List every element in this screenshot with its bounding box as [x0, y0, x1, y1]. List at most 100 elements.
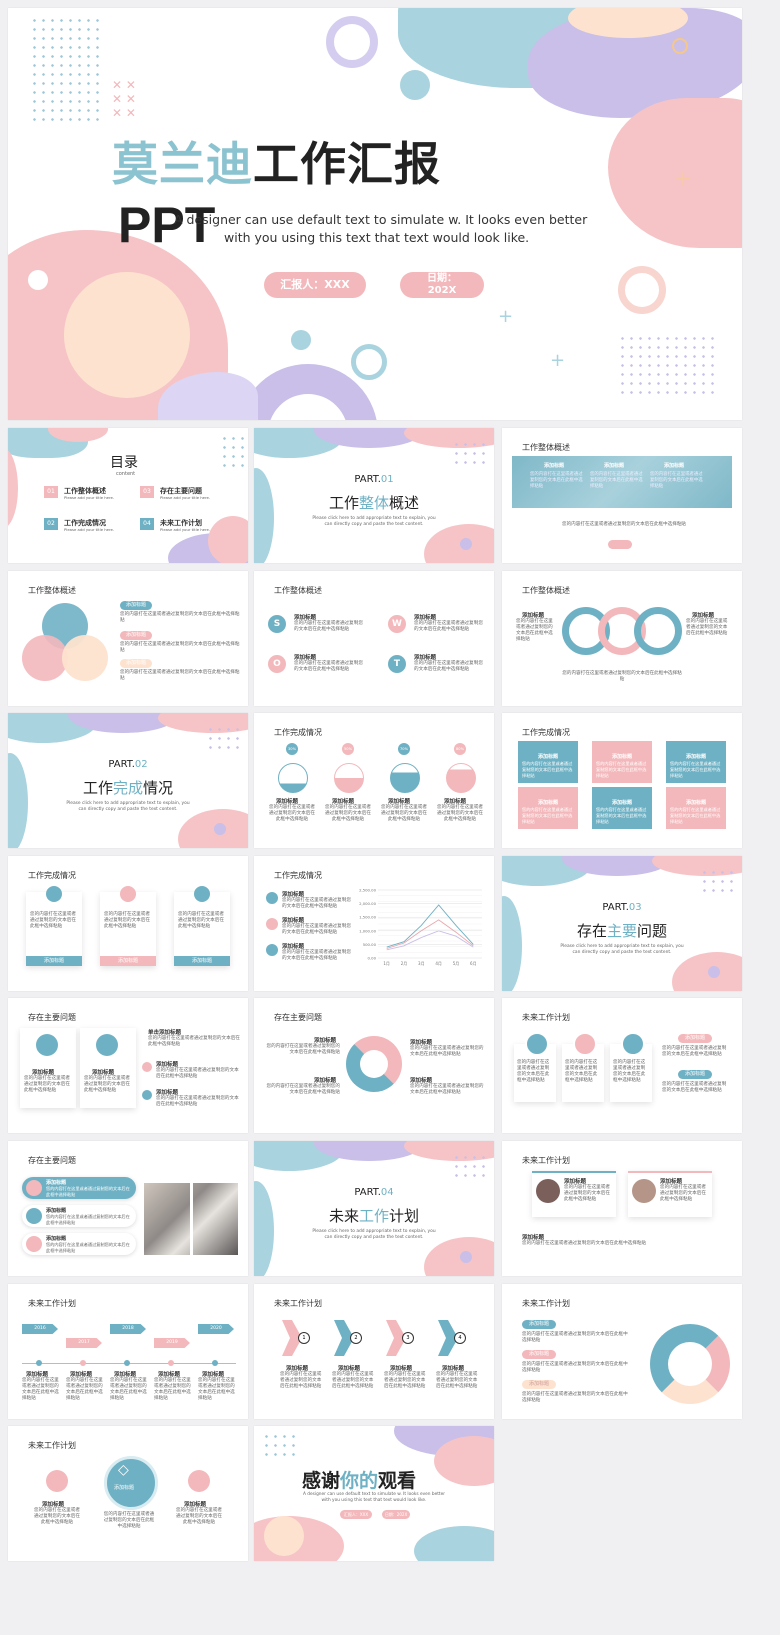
overview1-band — [512, 456, 732, 508]
plan2-t1: 添加标题 — [564, 1179, 587, 1185]
grid-cell-title: 添加标题 — [685, 754, 706, 760]
percent-text: 您的内容打在这里或者通过复制您的文本后在此框中选择粘贴 — [325, 805, 371, 822]
toc-item-label[interactable]: 未来工作计划 — [160, 519, 202, 527]
plan3-slide[interactable]: 未来工作计划 ◇ 添加标题 添加标题 您的内容打在这里或者通过复制您的文本后在此… — [8, 1426, 248, 1561]
thanks-c: 观看 — [378, 1470, 417, 1492]
done-card — [100, 892, 156, 966]
grid-slide[interactable]: 工作完成情况 添加标题 您的内容打在这里或者通过复制您的文本后在此框中选择粘贴 添加… — [502, 713, 742, 848]
part-prefix: PART. — [354, 474, 381, 485]
part-dots — [452, 1153, 488, 1179]
timeline-heading: 未来工作计划 — [28, 1299, 76, 1308]
part01-slide[interactable]: PART.01 工作整体概述 Please click here to add ap… — [254, 428, 494, 563]
issues1-r-text2: 您的内容打在这里或者通过复制您的文本后在此框中选择粘贴 — [156, 1068, 239, 1079]
plan1-heading: 未来工作计划 — [522, 1013, 570, 1022]
timeline-year: 2019 — [154, 1338, 190, 1348]
swot-letter-w: W — [388, 615, 406, 633]
grid-cell-text: 您的内容打在这里或者通过复制您的文本后在此框中选择粘贴 — [670, 761, 721, 778]
done-card-footer: 添加标题 — [174, 956, 230, 966]
timeline-year: 2018 — [110, 1324, 146, 1334]
issues1-r-t2: 添加标题 — [156, 1062, 179, 1068]
toc-item-desc: Please add your title here. — [160, 527, 211, 532]
toc-slide[interactable]: 目录 content 01 工作整体概述 Please add your title… — [8, 428, 248, 563]
plan2-x3: 您的内容打在这里或者通过复制您的文本后在此框中选择粘贴 — [522, 1241, 647, 1246]
part-blob-d — [502, 896, 522, 991]
toc-item-label[interactable]: 存在主要问题 — [160, 487, 202, 495]
series-line-1 — [386, 919, 474, 949]
thanks-title: 感谢你的观看 — [302, 1466, 416, 1493]
done-card-footer: 添加标题 — [26, 956, 82, 966]
timeline-node — [124, 1360, 130, 1366]
overview3-slide[interactable]: 工作整体概述 添加标题 您的内容打在这里或者通过复制您的文本后在此框中选择粘贴 … — [502, 571, 742, 706]
grid-cell-text: 您的内容打在这里或者通过复制您的文本后在此框中选择粘贴 — [670, 807, 721, 824]
x-tick-label: 3月 — [418, 961, 425, 966]
swot-slide[interactable]: 工作整体概述 S 添加标题 您的内容打在这里或者通过复制您的文本后在此框中选择粘贴 W… — [254, 571, 494, 706]
plan1-pill2: 添加标题 — [678, 1070, 712, 1079]
part-prefix: PART. — [602, 902, 629, 913]
plan3-left — [46, 1470, 68, 1492]
part-dots — [452, 440, 488, 466]
chart-slide[interactable]: 工作完成情况 添加标题 您的内容打在这里或者通过复制您的文本后在此框中选择粘贴 添加… — [254, 856, 494, 991]
step-number: 4 — [454, 1332, 466, 1344]
chart-list-text: 您的内容打在这里或者通过复制您的文本后在此框中选择粘贴 — [282, 950, 351, 961]
grid-cell: 添加标题 您的内容打在这里或者通过复制您的文本后在此框中选择粘贴 — [518, 787, 578, 829]
grid-cell: 添加标题 您的内容打在这里或者通过复制您的文本后在此框中选择粘贴 — [666, 787, 726, 829]
issues3-slide[interactable]: 存在主要问题 添加标题 您的内容打在这里或者通过复制您的文本后在此框中选择粘贴 添加… — [8, 1141, 248, 1276]
overview1-slide[interactable]: 工作整体概述 添加标题 您的内容打在这里或者通过复制您的文本后在此框中选择粘贴 添加… — [502, 428, 742, 563]
part-blob-d — [254, 1181, 274, 1276]
issues2-x1: 您的内容打在这里或者通过复制您的文本后在此框中选择粘贴 — [266, 1044, 340, 1055]
step-text: 您的内容打在这里或者通过复制您的文本后在此框中选择粘贴 — [436, 1372, 478, 1389]
plan1-slide[interactable]: 未来工作计划 您的内容打在这里或者通过复制您的文本后在此框中选择粘贴 您的内容打在… — [502, 998, 742, 1133]
step-title: 添加标题 — [442, 1366, 465, 1372]
overview1-text: 您的内容打在这里或者通过复制您的文本后在此框中选择粘贴 — [561, 522, 687, 527]
grid-cell-title: 添加标题 — [537, 800, 558, 806]
part-blob-b — [314, 1141, 424, 1161]
issues1-slide[interactable]: 存在主要问题 添加标题 添加标题 您的内容打在这里或者通过复制您的文本后在此框中… — [8, 998, 248, 1133]
percent-slide[interactable]: 工作完成情况 30% 添加标题 您的内容打在这里或者通过复制您的文本后在此框中选择粘… — [254, 713, 494, 848]
cycle-slide[interactable]: 未来工作计划 添加标题 您的内容打在这里或者通过复制您的文本后在此框中选择粘贴 … — [502, 1284, 742, 1419]
toc-item-label[interactable]: 工作整体概述 — [64, 487, 106, 495]
issues3-pill-text: 您的内容打在这里或者通过复制您的文本后在此框中选择粘贴 — [46, 1242, 130, 1253]
part-number: 02 — [134, 759, 148, 770]
part-dots — [700, 868, 736, 894]
cover-date-value: 202X — [427, 285, 457, 296]
part04-slide[interactable]: PART.04 未来工作计划 Please click here to add ap… — [254, 1141, 494, 1276]
done-card-text: 您的内容打在这里或者通过复制您的文本后在此框中选择粘贴 — [30, 912, 76, 929]
ov3-r-text: 您的内容打在这里或者通过复制您的文本后在此框中选择粘贴 — [686, 619, 728, 636]
chart-list-icon — [266, 918, 278, 930]
cycle-pill2: 添加标题 — [522, 1350, 556, 1359]
timeline-slide[interactable]: 未来工作计划 2016 添加标题 您的内容打在这里或者通过复制您的文本后在此框中选择… — [8, 1284, 248, 1419]
part03-slide[interactable]: PART.03 存在主要问题 Please click here to add ap… — [502, 856, 742, 991]
cycle-pill3: 添加标题 — [522, 1380, 556, 1389]
issues1-icon1 — [36, 1034, 58, 1056]
thanks-slide[interactable]: 感谢你的观看 A designer can use default text t… — [254, 1426, 494, 1561]
part-label: PART.01 — [254, 474, 494, 485]
overview2-slide[interactable]: 工作整体概述 添加标题 您的内容打在这里或者通过复制您的文本后在此框中选择粘贴 添加… — [8, 571, 248, 706]
toc-number: 03 — [140, 486, 154, 498]
part02-slide[interactable]: PART.02 工作完成情况 Please click here to add ap… — [8, 713, 248, 848]
done-card-icon — [46, 886, 62, 902]
cards-slide[interactable]: 工作完成情况 您的内容打在这里或者通过复制您的文本后在此框中选择粘贴 添加标题 您的… — [8, 856, 248, 991]
cycle-x3: 您的内容打在这里或者通过复制您的文本后在此框中选择粘贴 — [522, 1392, 628, 1403]
cover-slide[interactable]: ✕ ✕ ✕ ✕ ✕ ✕ + + + 莫兰迪工作汇报 PPT A designer c… — [8, 8, 742, 420]
part-title: 未来工作计划 — [254, 1205, 494, 1226]
done-card — [174, 892, 230, 966]
steps-slide[interactable]: 未来工作计划 1 添加标题 您的内容打在这里或者通过复制您的文本后在此框中选择粘贴 2… — [254, 1284, 494, 1419]
cycle-pill1: 添加标题 — [522, 1320, 556, 1329]
overview1-col-text: 您的内容打在这里或者通过复制您的文本后在此框中选择粘贴 — [530, 472, 583, 489]
percent-text: 您的内容打在这里或者通过复制您的文本后在此框中选择粘贴 — [437, 805, 483, 822]
plan3-right — [188, 1470, 210, 1492]
overview3-heading: 工作整体概述 — [522, 586, 570, 595]
swot-letter-t: T — [388, 655, 406, 673]
overview1-col-text: 您的内容打在这里或者通过复制您的文本后在此框中选择粘贴 — [650, 472, 703, 489]
timeline-year: 2017 — [66, 1338, 102, 1348]
x-tick-label: 1月 — [383, 961, 390, 966]
part-title-b: 主要 — [606, 922, 637, 940]
grid-cell: 添加标题 您的内容打在这里或者通过复制您的文本后在此框中选择粘贴 — [592, 787, 652, 829]
plan2-slide[interactable]: 未来工作计划 添加标题 您的内容打在这里或者通过复制您的文本后在此框中选择粘贴 … — [502, 1141, 742, 1276]
issues2-slide[interactable]: 存在主要问题 添加标题 您的内容打在这里或者通过复制您的文本后在此框中选择粘贴 … — [254, 998, 494, 1133]
toc-item-desc: Please add your title here. — [64, 527, 115, 532]
issues2-t1: 添加标题 — [314, 1038, 337, 1044]
part-title: 工作完成情况 — [8, 777, 248, 798]
issues1-x2: 您的内容打在这里或者通过复制您的文本后在此框中选择粘贴 — [84, 1076, 130, 1093]
toc-item-label[interactable]: 工作完成情况 — [64, 519, 106, 527]
